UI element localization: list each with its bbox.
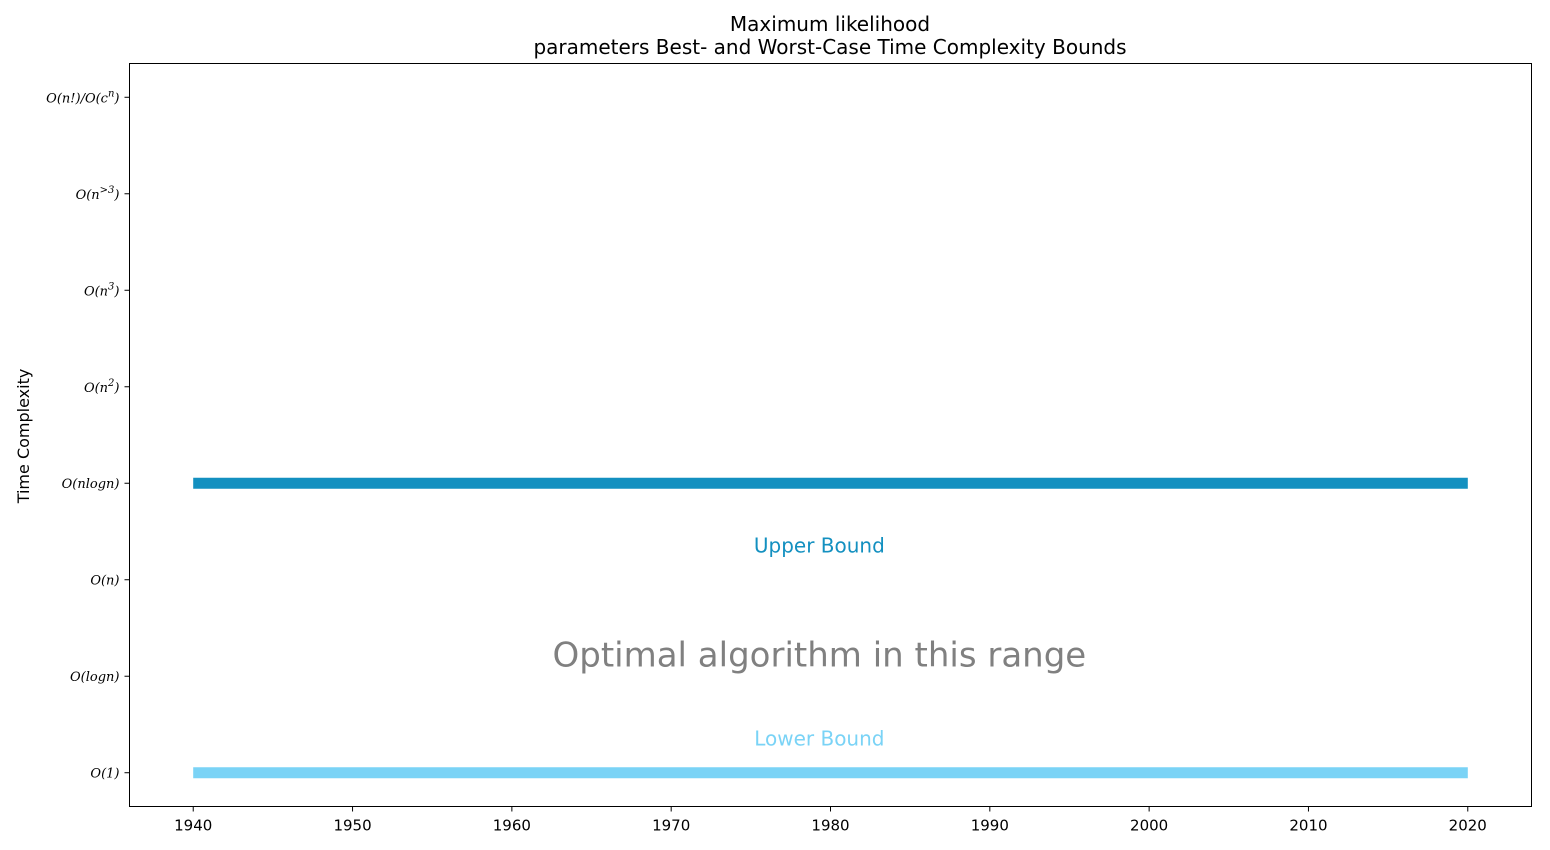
annotations: Upper Bound Optimal algorithm in this ran… [552, 534, 1086, 751]
x-tick-label-1960: 1960 [493, 817, 531, 835]
x-tick-label-1990: 1990 [971, 817, 1009, 835]
x-axis: 1940 1950 1960 1970 1980 1990 2000 2010 2020 [174, 806, 1487, 835]
annotation-upper: Upper Bound [754, 534, 885, 558]
y-tick-label-1: O(logn) [70, 670, 119, 685]
annotation-lower: Lower Bound [754, 727, 884, 751]
chart-title-line-1: Maximum likelihood [730, 12, 930, 36]
chart-title-line-2: parameters Best- and Worst-Case Time Com… [533, 35, 1126, 59]
x-tick-label-1970: 1970 [652, 817, 690, 835]
y-tick-label-2: O(n) [90, 574, 119, 589]
chart-marks [193, 477, 1468, 779]
y-tick-label-5: O(n3​) [84, 281, 120, 299]
x-tick-label-2000: 2000 [1130, 817, 1168, 835]
x-tick-label-1950: 1950 [333, 817, 371, 835]
annotation-mid: Optimal algorithm in this range [552, 636, 1086, 676]
y-tick-label-3: O(nlogn) [62, 477, 120, 492]
y-axis-label: Time Complexity [14, 369, 33, 505]
y-tick-label-0: O(1) [90, 767, 119, 782]
x-tick-label-1940: 1940 [174, 817, 212, 835]
x-tick-label-1980: 1980 [811, 817, 849, 835]
y-tick-label-7: O(n!)/O(cn​) [46, 88, 119, 106]
y-tick-label-4: O(n2​) [84, 378, 120, 396]
x-tick-label-2010: 2010 [1289, 817, 1327, 835]
y-axis: O(1) O(logn) O(n) O(nlogn) O(n2​) O(n3​) O(n>3… [46, 88, 130, 782]
x-tick-label-2020: 2020 [1449, 817, 1487, 835]
y-tick-label-6: O(n>3​) [76, 185, 120, 203]
